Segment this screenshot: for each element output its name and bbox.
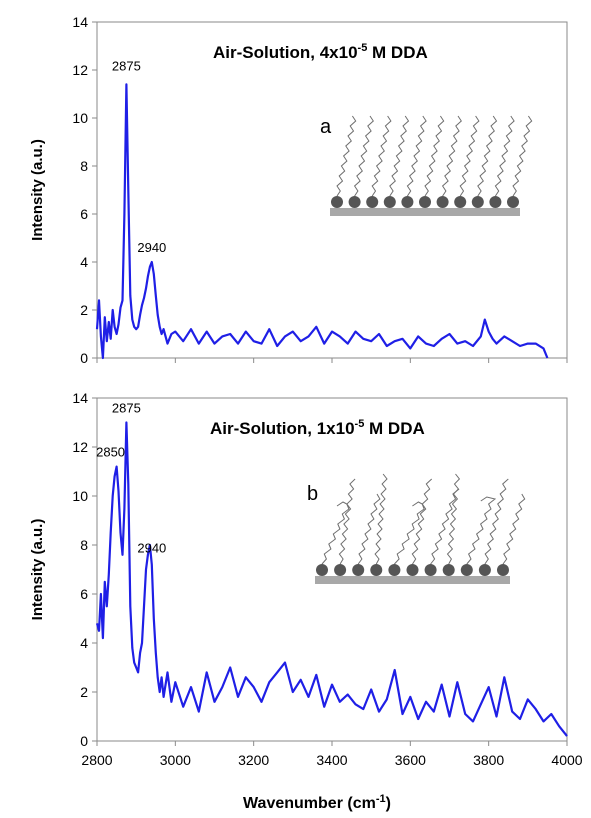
x-tick-label: 3400 bbox=[316, 752, 347, 768]
spectrum-line bbox=[95, 83, 549, 360]
alkyl-chain bbox=[446, 473, 461, 565]
plot-frame bbox=[96, 21, 568, 359]
y-tick-label: 12 bbox=[72, 62, 88, 78]
head-group bbox=[388, 564, 401, 576]
alkyl-chain bbox=[512, 115, 533, 197]
head-group bbox=[401, 196, 414, 208]
alkyl-chain bbox=[494, 115, 515, 197]
y-tick-label: 0 bbox=[80, 350, 88, 366]
inset-label: a bbox=[320, 116, 332, 138]
x-axis-label: Wavenumber (cm-1) bbox=[243, 793, 391, 812]
substrate-bar bbox=[315, 576, 510, 584]
x-tick-label: 2800 bbox=[81, 752, 112, 768]
alkyl-chain bbox=[394, 501, 425, 565]
x-tick-label: 4000 bbox=[551, 752, 582, 768]
y-tick-label: 6 bbox=[80, 586, 88, 602]
y-tick-label: 8 bbox=[80, 537, 88, 553]
head-group bbox=[370, 564, 383, 576]
alkyl-chain bbox=[424, 115, 445, 197]
head-group bbox=[383, 196, 396, 208]
head-group bbox=[366, 196, 379, 208]
peak-label: 2875 bbox=[112, 58, 141, 73]
y-tick-label: 10 bbox=[72, 488, 88, 504]
alkyl-chain bbox=[353, 115, 374, 197]
head-group bbox=[316, 564, 328, 576]
head-group bbox=[507, 196, 519, 208]
head-group bbox=[424, 564, 437, 576]
head-group bbox=[436, 196, 449, 208]
alkyl-chain bbox=[484, 478, 509, 565]
y-tick-label: 10 bbox=[72, 110, 88, 126]
peak-label: 2875 bbox=[112, 401, 141, 416]
chart-title: Air-Solution, 1x10-5 M DDA bbox=[210, 418, 425, 438]
peak-label: 2850 bbox=[96, 445, 125, 460]
head-group bbox=[331, 196, 343, 208]
y-axis-label: Intensity (a.u.) bbox=[29, 139, 46, 241]
inset-label: b bbox=[307, 483, 318, 505]
alkyl-chain bbox=[411, 478, 433, 565]
x-tick-label: 3000 bbox=[160, 752, 191, 768]
y-tick-label: 4 bbox=[80, 635, 88, 651]
spectrum-line bbox=[95, 421, 568, 737]
y-tick-label: 14 bbox=[72, 14, 88, 30]
y-tick-label: 14 bbox=[72, 390, 88, 406]
x-tick-label: 3800 bbox=[473, 752, 504, 768]
head-group bbox=[460, 564, 473, 576]
head-group bbox=[478, 564, 491, 576]
peak-label: 2940 bbox=[137, 541, 166, 556]
plot-frame bbox=[96, 397, 568, 742]
alkyl-chain bbox=[357, 493, 381, 565]
alkyl-chain bbox=[336, 115, 357, 197]
head-group bbox=[352, 564, 365, 576]
head-group bbox=[497, 564, 509, 576]
head-group bbox=[348, 196, 361, 208]
alkyl-chain bbox=[502, 493, 526, 565]
alkyl-chain bbox=[374, 473, 388, 565]
x-tick-label: 3600 bbox=[395, 752, 426, 768]
substrate-bar bbox=[330, 208, 520, 216]
y-tick-label: 8 bbox=[80, 158, 88, 174]
alkyl-chain bbox=[338, 478, 356, 565]
y-tick-label: 12 bbox=[72, 439, 88, 455]
x-tick-label: 3200 bbox=[238, 752, 269, 768]
alkyl-chain bbox=[477, 115, 498, 197]
chart-title: Air-Solution, 4x10-5 M DDA bbox=[213, 42, 428, 62]
inset-schematic: a bbox=[320, 115, 533, 216]
head-group bbox=[471, 196, 484, 208]
y-tick-label: 2 bbox=[80, 302, 88, 318]
panel-b: 0 2 4 6 8 10 12 14 2800 3000 3200 3400 3600 3800 4000 I… bbox=[29, 390, 583, 768]
y-tick-label: 0 bbox=[80, 733, 88, 749]
alkyl-chain bbox=[459, 115, 480, 197]
y-tick-label: 6 bbox=[80, 206, 88, 222]
alkyl-chain bbox=[406, 115, 427, 197]
alkyl-chain bbox=[466, 496, 497, 565]
head-group bbox=[419, 196, 431, 208]
head-group bbox=[406, 564, 419, 576]
peak-label: 2940 bbox=[137, 240, 166, 255]
y-axis-label: Intensity (a.u.) bbox=[29, 519, 46, 621]
head-group bbox=[454, 196, 467, 208]
alkyl-chain bbox=[321, 501, 350, 565]
alkyl-chain bbox=[430, 488, 460, 565]
panel-a: 0 2 4 6 8 10 12 14 Intensity (a.u.) 2875 2940 Air-S… bbox=[29, 14, 568, 366]
y-tick-label: 2 bbox=[80, 684, 88, 700]
alkyl-chain bbox=[371, 115, 392, 197]
head-group bbox=[442, 564, 455, 576]
shared-labels: Wavenumber (cm-1) bbox=[243, 793, 391, 812]
inset-schematic: b bbox=[307, 473, 526, 584]
alkyl-chain bbox=[441, 115, 462, 197]
head-group bbox=[334, 564, 347, 576]
head-group bbox=[489, 196, 502, 208]
alkyl-chain bbox=[389, 115, 410, 197]
y-tick-label: 4 bbox=[80, 254, 88, 270]
